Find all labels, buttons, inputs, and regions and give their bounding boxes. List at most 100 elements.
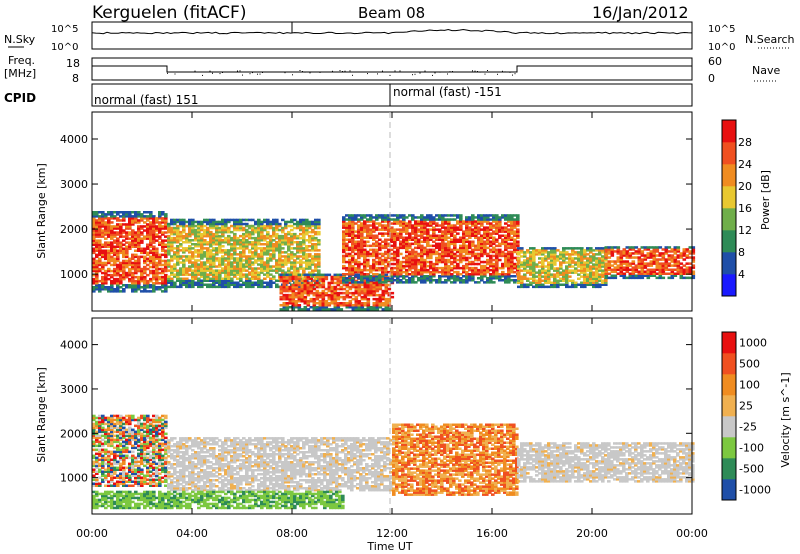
heatmap-cell — [128, 219, 132, 222]
heatmap-cell — [571, 261, 575, 264]
heatmap-cell — [291, 297, 296, 301]
heatmap-cell — [212, 259, 216, 262]
heatmap-cell — [288, 302, 293, 305]
heatmap-cell — [266, 230, 270, 234]
heatmap-cell — [631, 248, 636, 251]
heatmap-cell — [212, 271, 216, 274]
heatmap-cell — [438, 281, 442, 284]
heatmap-cell — [275, 285, 279, 289]
heatmap-cell — [486, 230, 490, 233]
heatmap-cell — [116, 286, 120, 289]
heatmap-cell — [372, 266, 376, 270]
heatmap-cell — [245, 273, 249, 276]
heatmap-cell — [95, 231, 99, 234]
nave-point — [394, 70, 396, 72]
heatmap-cell — [266, 249, 270, 252]
nave-point — [209, 70, 211, 72]
heatmap-cell — [646, 256, 651, 259]
heatmap-cell — [444, 238, 448, 241]
heatmap-cell — [498, 266, 502, 270]
heatmap-cell — [161, 267, 165, 271]
heatmap-cell — [333, 293, 338, 297]
heatmap-cell — [101, 271, 105, 275]
heatmap-cell — [92, 231, 96, 234]
heatmap-cell — [321, 275, 326, 279]
heatmap-cell — [601, 283, 605, 286]
heatmap-cell — [477, 242, 481, 246]
heatmap-cell — [474, 234, 478, 237]
heatmap-cell — [284, 251, 288, 254]
heatmap-cell — [200, 267, 204, 270]
heatmap-cell — [95, 215, 99, 218]
heatmap-cell — [583, 273, 587, 276]
heatmap-cell — [471, 250, 475, 254]
heatmap-cell — [164, 261, 168, 265]
heatmap-cell — [384, 304, 389, 307]
heatmap-cell — [200, 232, 204, 236]
heatmap-cell — [128, 223, 132, 226]
heatmap-cell — [375, 250, 379, 254]
heatmap-cell — [390, 214, 394, 217]
heatmap-cell — [399, 273, 403, 276]
heatmap-cell — [140, 219, 144, 222]
heatmap-cell — [98, 229, 102, 232]
heatmap-cell — [119, 265, 123, 269]
heatmap-cell — [218, 277, 222, 280]
heatmap-cell — [480, 268, 484, 272]
heatmap-cell — [143, 255, 147, 259]
heatmap-cell — [200, 228, 204, 232]
heatmap-cell — [667, 256, 672, 259]
heatmap-cell — [119, 227, 123, 230]
heatmap-cell — [98, 225, 102, 228]
heatmap-cell — [248, 243, 252, 246]
heatmap-cell — [113, 247, 117, 250]
heatmap-cell — [667, 254, 672, 257]
heatmap-cell — [462, 279, 466, 282]
heatmap-cell — [188, 239, 192, 242]
heatmap-cell — [507, 279, 511, 282]
heatmap-cell — [92, 277, 96, 281]
heatmap-cell — [263, 247, 267, 250]
heatmap-cell — [311, 245, 315, 248]
nave-point — [332, 70, 333, 72]
heatmap-cell — [290, 234, 294, 238]
heatmap-cell — [393, 254, 397, 258]
heatmap-cell — [176, 234, 180, 238]
heatmap-cell — [477, 216, 481, 219]
heatmap-cell — [550, 253, 554, 256]
heatmap-cell — [504, 242, 508, 246]
heatmap-cell — [269, 273, 273, 276]
heatmap-cell — [517, 281, 521, 284]
heatmap-cell — [577, 277, 581, 280]
heatmap-cell — [489, 254, 493, 258]
heatmap-cell — [194, 224, 198, 228]
heatmap-cell — [480, 254, 484, 258]
heatmap-cell — [586, 277, 590, 280]
heatmap-cell — [507, 216, 511, 219]
heatmap-cell — [155, 233, 159, 236]
heatmap-cell — [360, 277, 364, 280]
heatmap-cell — [483, 240, 487, 243]
heatmap-cell — [227, 275, 231, 278]
heatmap-cell — [673, 256, 678, 259]
heatmap-cell — [101, 223, 105, 226]
heatmap-cell — [245, 232, 249, 236]
heatmap-cell — [149, 279, 153, 283]
heatmap-cell — [167, 222, 171, 226]
heatmap-cell — [134, 263, 138, 267]
heatmap-cell — [360, 283, 365, 287]
heatmap-cell — [495, 228, 499, 231]
heatmap-cell — [661, 254, 666, 257]
heatmap-cell — [655, 260, 660, 263]
heatmap-cell — [495, 244, 499, 248]
heatmap-cell — [308, 261, 312, 264]
heatmap-cell — [164, 253, 168, 257]
heatmap-cell — [311, 269, 315, 272]
heatmap-cell — [468, 250, 472, 254]
heatmap-cell — [523, 267, 527, 270]
heatmap-cell — [308, 220, 312, 224]
nave-point — [412, 74, 413, 76]
heatmap-cell — [586, 279, 590, 282]
heatmap-cell — [429, 264, 433, 268]
heatmap-cell — [333, 306, 338, 309]
